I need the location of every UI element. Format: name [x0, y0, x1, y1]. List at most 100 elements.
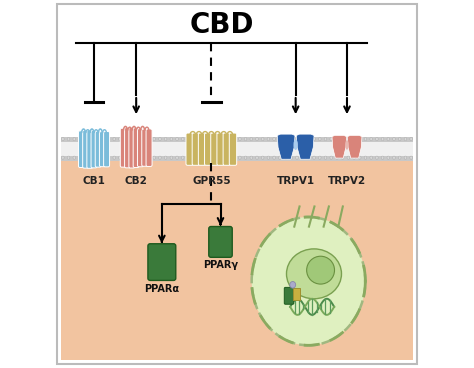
Text: CB1: CB1 — [82, 176, 105, 186]
Ellipse shape — [170, 137, 173, 141]
FancyBboxPatch shape — [61, 146, 413, 360]
Ellipse shape — [375, 137, 378, 141]
Ellipse shape — [381, 137, 384, 141]
Ellipse shape — [290, 282, 296, 288]
Ellipse shape — [142, 137, 144, 141]
Ellipse shape — [279, 156, 281, 159]
Bar — [61, 137, 413, 142]
Ellipse shape — [204, 156, 207, 159]
Ellipse shape — [313, 156, 315, 159]
Ellipse shape — [233, 137, 236, 141]
Ellipse shape — [267, 137, 270, 141]
Ellipse shape — [255, 137, 258, 141]
Ellipse shape — [221, 156, 224, 159]
Ellipse shape — [404, 156, 407, 159]
Ellipse shape — [216, 156, 219, 159]
Ellipse shape — [330, 137, 332, 141]
Ellipse shape — [330, 156, 332, 159]
Ellipse shape — [79, 137, 81, 141]
Ellipse shape — [113, 137, 116, 141]
FancyBboxPatch shape — [198, 133, 206, 165]
Ellipse shape — [164, 137, 167, 141]
FancyBboxPatch shape — [100, 132, 105, 167]
Ellipse shape — [159, 156, 161, 159]
FancyBboxPatch shape — [192, 133, 200, 165]
Ellipse shape — [341, 137, 344, 141]
Ellipse shape — [238, 156, 241, 159]
Ellipse shape — [193, 156, 195, 159]
Ellipse shape — [393, 156, 395, 159]
Ellipse shape — [227, 156, 230, 159]
Ellipse shape — [84, 137, 87, 141]
Ellipse shape — [153, 156, 155, 159]
Text: PPARγ: PPARγ — [203, 260, 238, 270]
Ellipse shape — [307, 256, 335, 284]
Ellipse shape — [364, 156, 367, 159]
FancyBboxPatch shape — [133, 128, 139, 167]
Polygon shape — [293, 289, 300, 300]
Ellipse shape — [107, 137, 110, 141]
Ellipse shape — [255, 156, 258, 159]
Ellipse shape — [410, 137, 412, 141]
Ellipse shape — [375, 156, 378, 159]
Ellipse shape — [199, 156, 201, 159]
Ellipse shape — [124, 137, 127, 141]
Ellipse shape — [346, 140, 349, 150]
Ellipse shape — [62, 137, 64, 141]
Ellipse shape — [90, 156, 93, 159]
Ellipse shape — [210, 156, 213, 159]
Text: TRPV2: TRPV2 — [328, 176, 366, 186]
Ellipse shape — [130, 137, 133, 141]
FancyBboxPatch shape — [137, 129, 144, 167]
Ellipse shape — [358, 137, 361, 141]
Ellipse shape — [387, 137, 390, 141]
Ellipse shape — [399, 156, 401, 159]
Text: CB2: CB2 — [125, 176, 147, 186]
Ellipse shape — [136, 156, 138, 159]
Ellipse shape — [301, 137, 304, 141]
Ellipse shape — [279, 137, 281, 141]
Text: TRPV1: TRPV1 — [277, 176, 315, 186]
Ellipse shape — [404, 137, 407, 141]
Polygon shape — [332, 135, 346, 158]
Ellipse shape — [307, 137, 310, 141]
Ellipse shape — [238, 137, 241, 141]
Ellipse shape — [290, 137, 292, 141]
Polygon shape — [347, 135, 362, 158]
Ellipse shape — [286, 249, 341, 299]
FancyBboxPatch shape — [146, 129, 152, 166]
Ellipse shape — [164, 156, 167, 159]
FancyBboxPatch shape — [142, 129, 148, 166]
Ellipse shape — [221, 137, 224, 141]
Ellipse shape — [130, 156, 133, 159]
Ellipse shape — [393, 137, 395, 141]
Bar — [61, 156, 413, 161]
FancyBboxPatch shape — [120, 128, 126, 167]
Ellipse shape — [176, 156, 178, 159]
Ellipse shape — [381, 156, 384, 159]
Ellipse shape — [370, 137, 373, 141]
Ellipse shape — [324, 137, 327, 141]
Ellipse shape — [204, 137, 207, 141]
Ellipse shape — [90, 137, 93, 141]
FancyBboxPatch shape — [217, 133, 224, 165]
Polygon shape — [296, 134, 314, 159]
FancyBboxPatch shape — [87, 130, 93, 168]
Ellipse shape — [296, 137, 298, 141]
Ellipse shape — [233, 156, 236, 159]
FancyBboxPatch shape — [223, 133, 230, 165]
Ellipse shape — [387, 156, 390, 159]
Ellipse shape — [113, 156, 116, 159]
Ellipse shape — [347, 137, 350, 141]
Ellipse shape — [182, 137, 184, 141]
Ellipse shape — [313, 137, 315, 141]
Ellipse shape — [290, 156, 292, 159]
Ellipse shape — [187, 137, 190, 141]
Ellipse shape — [319, 137, 321, 141]
Ellipse shape — [67, 156, 70, 159]
Ellipse shape — [273, 156, 275, 159]
FancyBboxPatch shape — [148, 244, 176, 280]
Ellipse shape — [187, 156, 190, 159]
Text: CBD: CBD — [190, 11, 255, 39]
Ellipse shape — [261, 156, 264, 159]
